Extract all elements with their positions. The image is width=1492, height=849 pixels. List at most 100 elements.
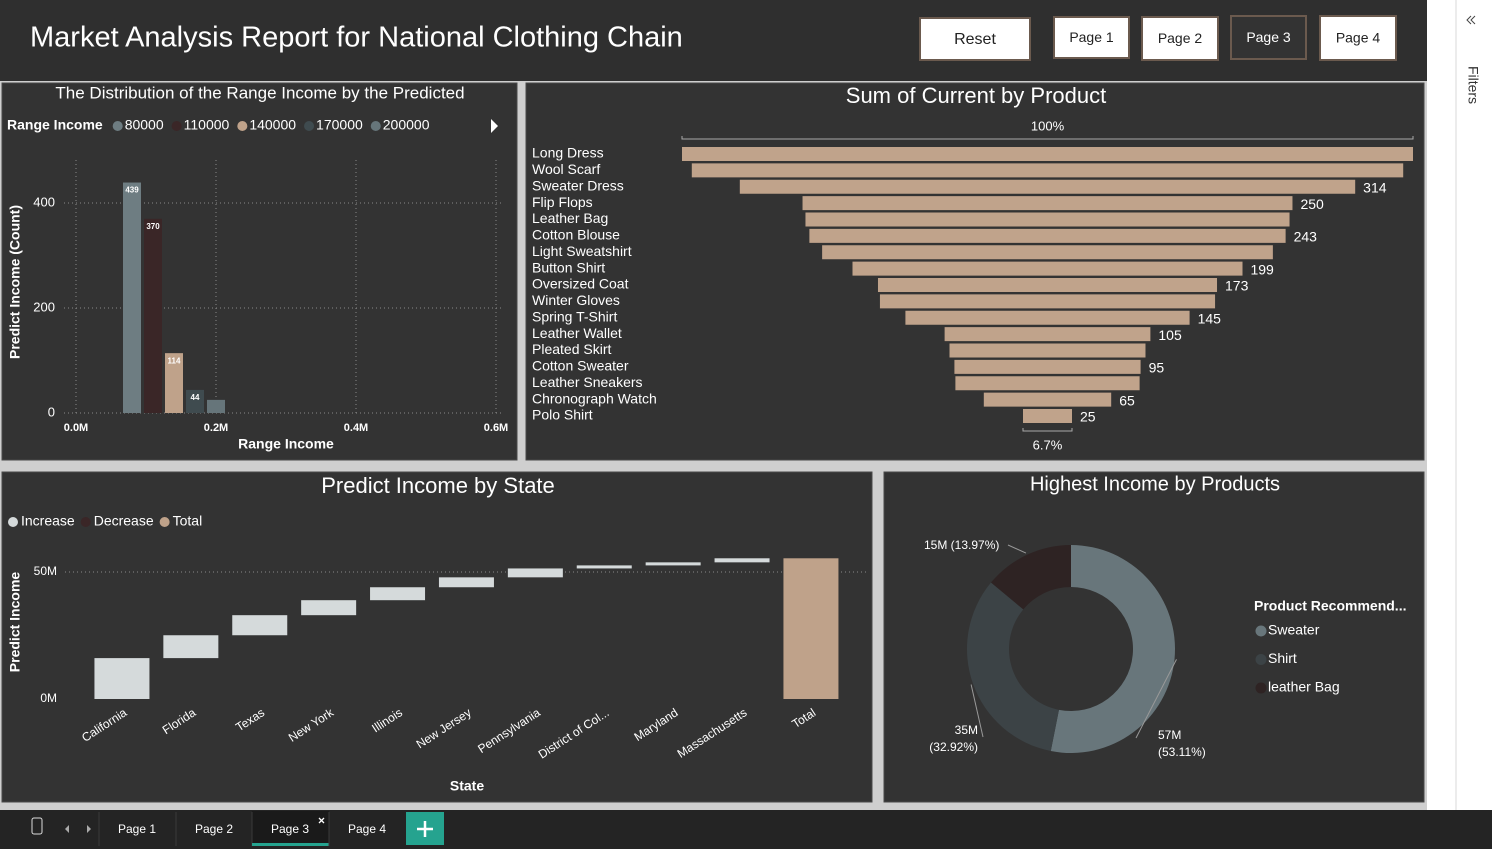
- panel: [1, 82, 518, 461]
- funnel-bar: [955, 376, 1140, 391]
- legend-title: Product Recommend...: [1254, 598, 1406, 614]
- legend-label: 110000: [184, 117, 230, 133]
- funnel-bar: [805, 212, 1290, 227]
- category-label: Leather Sneakers: [532, 374, 643, 390]
- waterfall-bar: [438, 577, 494, 588]
- mobile-icon[interactable]: [31, 817, 43, 835]
- category-label: Button Shirt: [532, 259, 605, 275]
- x-axis-title: Range Income: [238, 436, 334, 452]
- legend-label: Decrease: [94, 513, 154, 529]
- chart-title: Sum of Current by Product: [846, 83, 1106, 108]
- y-tick-label: 400: [33, 194, 55, 209]
- category-label: Flip Flops: [532, 194, 593, 210]
- page-tab[interactable]: Page 4: [348, 822, 386, 836]
- button-label[interactable]: Page 2: [1158, 30, 1203, 46]
- page-tab[interactable]: Page 3: [271, 822, 309, 836]
- waterfall-bar: [576, 565, 632, 569]
- data-label: 57M (53.11%): [1158, 728, 1206, 759]
- leader-line: [1007, 544, 1027, 554]
- leader-line: [970, 684, 984, 738]
- waterfall-bar: [163, 635, 219, 659]
- filters-label[interactable]: Filters: [1465, 66, 1481, 104]
- legend-marker: [171, 121, 182, 131]
- nav-button[interactable]: Page 4: [1319, 15, 1397, 61]
- legend-label: Shirt: [1268, 650, 1297, 666]
- x-tick-label: 0.0M: [64, 422, 88, 434]
- donut-slice: [967, 582, 1059, 752]
- data-label: 314: [1363, 179, 1387, 195]
- funnel-bar: [739, 179, 1356, 194]
- data-label: 250: [1300, 196, 1324, 212]
- donut-slice: [1050, 545, 1175, 753]
- funnel-bar: [802, 196, 1293, 211]
- y-tick-label: 0M: [40, 691, 57, 705]
- nav-button[interactable]: Page 1: [1053, 16, 1130, 59]
- page-tab[interactable]: Page 2: [195, 822, 233, 836]
- funnel-percent: 6.7%: [1033, 437, 1063, 452]
- funnel-bracket: [681, 136, 1414, 140]
- data-label: 105: [1158, 327, 1182, 343]
- nav-button[interactable]: Page 3: [1230, 15, 1307, 60]
- active-tab: [252, 811, 329, 846]
- page-tab[interactable]: Page 1: [118, 822, 156, 836]
- x-tick-label: 0.4M: [344, 422, 368, 434]
- funnel-bar: [691, 163, 1404, 178]
- button-label[interactable]: Page 3: [1246, 29, 1291, 45]
- chart-title: The Distribution of the Range Income by …: [55, 83, 464, 102]
- y-tick-label: 0: [48, 404, 55, 419]
- funnel-bar: [954, 359, 1141, 374]
- leader-line: [1135, 659, 1177, 739]
- waterfall-bar: [94, 658, 150, 699]
- collapse-icon[interactable]: [1466, 15, 1476, 25]
- button-label[interactable]: Reset: [954, 31, 996, 48]
- bar: [123, 182, 141, 413]
- category-label: Winter Gloves: [532, 292, 620, 308]
- legend-next[interactable]: [491, 119, 498, 133]
- button-label[interactable]: Page 1: [1069, 29, 1114, 45]
- legend-marker: [370, 121, 381, 131]
- category-label: Leather Wallet: [532, 325, 622, 341]
- category-label: Leather Bag: [532, 210, 608, 226]
- waterfall-bar: [783, 558, 839, 699]
- close-icon[interactable]: [318, 817, 325, 824]
- data-label: 439: [125, 186, 139, 195]
- funnel-percent: 100%: [1031, 118, 1065, 133]
- y-axis-title: Predict Income: [7, 572, 23, 673]
- data-label: 243: [1294, 229, 1318, 245]
- y-tick-label: 200: [33, 299, 55, 314]
- funnel-bar: [809, 228, 1286, 243]
- legend-marker: [1255, 654, 1267, 665]
- chart-title: Highest Income by Products: [1030, 473, 1280, 495]
- tab-underline: [252, 843, 329, 846]
- data-label: 25: [1080, 409, 1096, 425]
- category-label: Light Sweatshirt: [532, 243, 632, 259]
- category-label: Wool Scarf: [532, 161, 600, 177]
- category-label: Polo Shirt: [532, 407, 593, 423]
- waterfall-bar: [301, 600, 357, 616]
- funnel-bar: [1023, 409, 1072, 423]
- data-label: 35M (32.92%): [929, 723, 978, 754]
- legend-label: Total: [173, 513, 203, 529]
- funnel-bar: [905, 310, 1190, 325]
- nav-button[interactable]: Reset: [919, 17, 1031, 61]
- waterfall-bar: [507, 568, 563, 578]
- funnel-bar: [822, 245, 1273, 260]
- button-label[interactable]: Page 4: [1336, 30, 1381, 46]
- data-label: 370: [146, 222, 160, 231]
- category-label: Sweater Dress: [532, 177, 624, 193]
- button-box: [919, 17, 1031, 61]
- data-label: 199: [1250, 261, 1274, 277]
- report-title: Market Analysis Report for National Clot…: [30, 22, 683, 54]
- legend-label: leather Bag: [1268, 679, 1340, 695]
- legend-title: Range Income: [7, 117, 103, 133]
- y-tick-label: 50M: [34, 564, 57, 578]
- legend-marker: [1255, 625, 1267, 637]
- data-label: 44: [191, 393, 200, 402]
- waterfall-bar: [714, 558, 770, 563]
- x-axis-title: State: [450, 778, 484, 794]
- data-label: 95: [1149, 360, 1165, 376]
- button-box: [1141, 16, 1219, 61]
- nav-button[interactable]: Page 2: [1141, 16, 1219, 61]
- legend-label: Increase: [21, 513, 75, 529]
